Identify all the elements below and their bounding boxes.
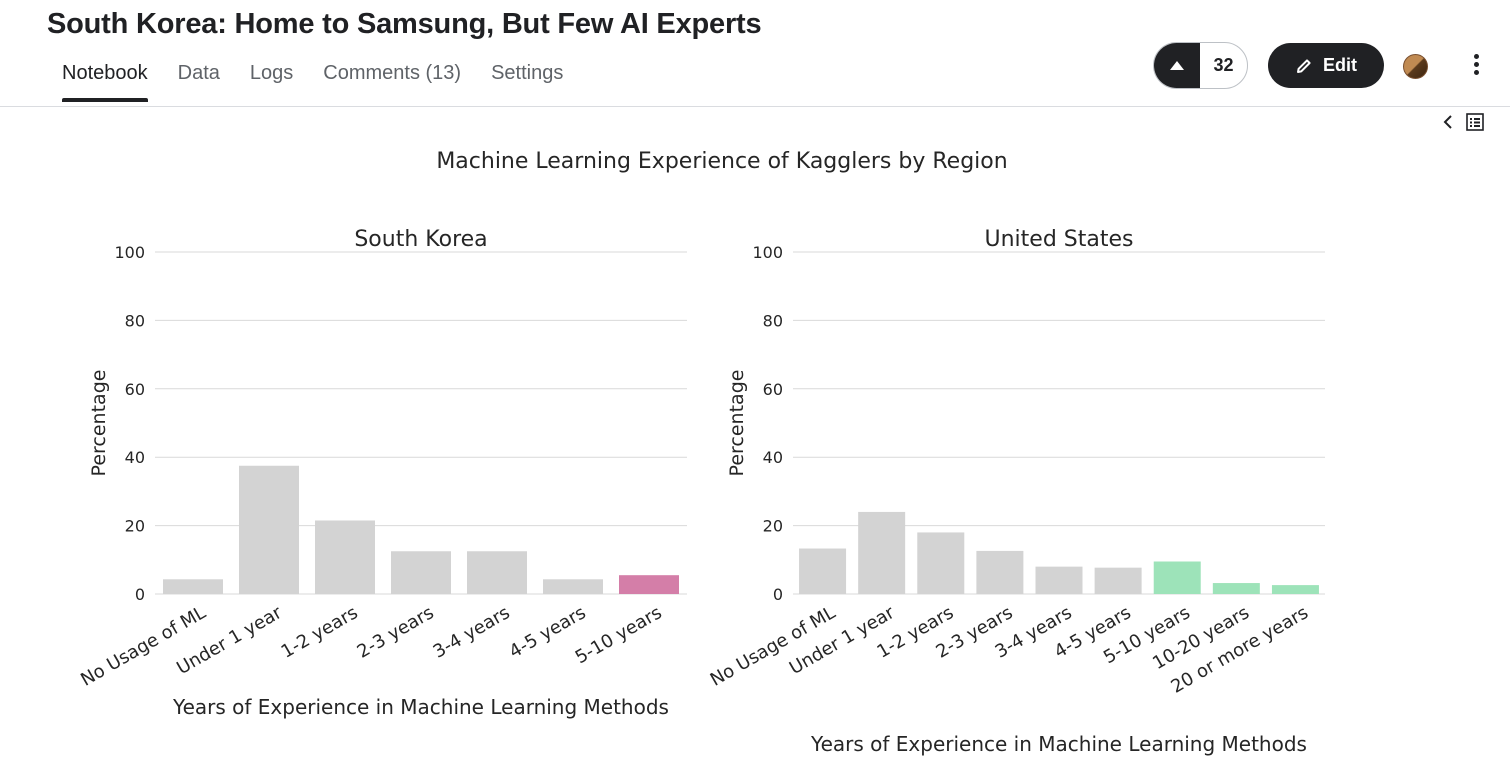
vote-count: 32 <box>1213 55 1234 75</box>
chart-south-korea-ytick-label: 60 <box>125 380 145 399</box>
tab-data[interactable]: Data <box>177 62 220 84</box>
chart-south-korea-bar-3-4-years <box>467 551 527 594</box>
tab-notebook[interactable]: Notebook <box>62 62 148 102</box>
edit-button-label: Edit <box>1323 55 1357 75</box>
chart-united-states-bar-under-1-year <box>858 511 906 594</box>
chart-south-korea-bar-no-usage-of-ml <box>163 579 223 594</box>
chart-south-korea-xtick-label: 1-2 years <box>278 602 362 663</box>
chart-south-korea-xtick-label: 3-4 years <box>430 602 514 663</box>
chart-south-korea-bar-4-5-years <box>543 579 603 594</box>
chart-united-states-bar-20-or-more-years <box>1271 585 1319 594</box>
chart-south-korea-title: South Korea <box>354 227 487 252</box>
avatar[interactable] <box>1403 54 1428 79</box>
upvote-widget: 32 <box>1153 42 1248 89</box>
chart-south-korea-bar-5-10-years <box>619 575 679 594</box>
chart-united-states-bar-10-20-years <box>1212 583 1260 594</box>
table-of-contents-icon[interactable] <box>1466 113 1484 131</box>
chart-figure: Machine Learning Experience of Kagglers … <box>77 149 1325 756</box>
chart-united-states-bar-no-usage-of-ml <box>799 548 847 594</box>
notebook-tabs: Notebook Data Logs Comments (13) Setting… <box>62 62 593 102</box>
tab-settings[interactable]: Settings <box>491 62 564 84</box>
chart-united-states-bar-5-10-years <box>1153 561 1201 594</box>
chart-south-korea-bar-under-1-year <box>239 465 299 594</box>
chart-united-states-bar-4-5-years <box>1094 567 1142 594</box>
chart-south-korea-ytick-label: 80 <box>125 311 145 330</box>
chart-south-korea-xtick-label: No Usage of ML <box>77 602 209 691</box>
chart-united-states-ytick-label: 80 <box>763 311 783 330</box>
upvote-button[interactable] <box>1154 43 1200 88</box>
edit-button[interactable]: Edit <box>1268 43 1384 88</box>
chart-united-states-ytick-label: 60 <box>763 380 783 399</box>
chart-united-states-bar-1-2-years <box>917 532 965 594</box>
header-divider <box>0 106 1510 107</box>
chart-united-states-ytick-label: 40 <box>763 448 783 467</box>
pencil-icon <box>1297 58 1311 73</box>
caret-up-icon <box>1170 61 1184 70</box>
chart-united-states-ytick-label: 100 <box>752 243 783 262</box>
chart-united-states-ylabel: Percentage <box>726 370 748 477</box>
more-options-icon[interactable] <box>1466 54 1486 78</box>
figure-title: Machine Learning Experience of Kagglers … <box>436 149 1007 174</box>
chart-united-states-bar-2-3-years <box>976 550 1024 594</box>
chart-united-states-bar-3-4-years <box>1035 566 1083 594</box>
chart-south-korea-ytick-label: 40 <box>125 448 145 467</box>
chart-south-korea-ylabel: Percentage <box>88 370 110 477</box>
chart-south-korea-ytick-label: 0 <box>135 585 145 604</box>
chart-united-states-xlabel: Years of Experience in Machine Learning … <box>810 732 1307 756</box>
tab-logs[interactable]: Logs <box>249 62 294 84</box>
notebook-title: South Korea: Home to Samsung, But Few AI… <box>47 8 762 40</box>
chevron-left-icon[interactable] <box>1441 113 1455 131</box>
chart-south-korea-bar-2-3-years <box>391 551 451 594</box>
chart-south-korea-xtick-label: 5-10 years <box>572 602 666 668</box>
chart-south-korea-bar-1-2-years <box>315 520 375 594</box>
chart-south-korea-ytick-label: 20 <box>125 517 145 536</box>
chart-united-states-title: United States <box>985 227 1134 252</box>
chart-south-korea-ytick-label: 100 <box>114 243 145 262</box>
tab-comments[interactable]: Comments (13) <box>323 62 462 84</box>
chart-united-states-ytick-label: 20 <box>763 517 783 536</box>
chart-south-korea-xlabel: Years of Experience in Machine Learning … <box>172 695 669 719</box>
chart-south-korea-xtick-label: 2-3 years <box>354 602 438 663</box>
chart-united-states-ytick-label: 0 <box>773 585 783 604</box>
